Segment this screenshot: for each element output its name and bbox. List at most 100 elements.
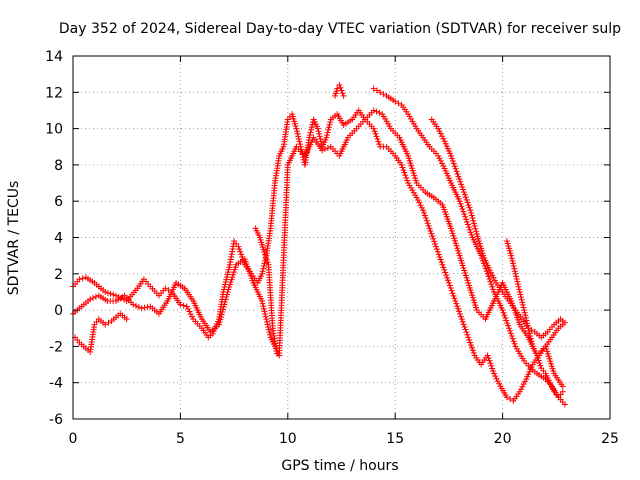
data-point (187, 311, 194, 318)
data-point (135, 304, 142, 311)
data-point (471, 223, 478, 230)
data-point (183, 303, 190, 310)
data-point (473, 228, 480, 235)
data-point (508, 255, 515, 262)
data-point (398, 161, 405, 168)
data-point (340, 92, 347, 99)
data-point (521, 378, 528, 385)
data-point (315, 128, 322, 135)
data-point (425, 222, 432, 229)
data-point (435, 152, 442, 159)
data-point (323, 134, 330, 141)
data-point (434, 248, 441, 255)
data-point (237, 248, 244, 255)
data-point (371, 128, 378, 135)
data-point (262, 313, 269, 320)
data-point (123, 316, 130, 323)
data-point (424, 220, 431, 227)
data-point (426, 225, 433, 232)
data-point (440, 162, 447, 169)
data-point (489, 365, 496, 372)
x-tick-label: 15 (386, 431, 404, 447)
data-point (524, 322, 531, 329)
data-point (188, 313, 195, 320)
chart-title: Day 352 of 2024, Sidereal Day-to-day VTE… (59, 21, 621, 37)
data-point (186, 308, 193, 315)
data-point (435, 125, 442, 132)
data-point (525, 325, 532, 332)
data-point (518, 386, 525, 393)
data-point (462, 326, 469, 333)
data-point (439, 261, 446, 268)
data-point (444, 277, 451, 284)
data-point (470, 349, 477, 356)
data-point (265, 326, 272, 333)
data-point (373, 133, 380, 140)
data-point (460, 321, 467, 328)
data-point (422, 215, 429, 222)
data-point (395, 100, 402, 107)
data-point (482, 265, 489, 272)
data-point (102, 288, 109, 295)
data-point (433, 243, 440, 250)
y-tick-label: 12 (45, 85, 63, 101)
data-point (487, 278, 494, 285)
data-point (294, 130, 301, 137)
data-point (520, 304, 527, 311)
data-point (308, 124, 315, 131)
data-point (259, 268, 266, 275)
data-point (264, 321, 271, 328)
data-point (512, 270, 519, 277)
data-point (499, 307, 506, 314)
data-point (262, 310, 269, 317)
data-point (510, 260, 517, 267)
data-point (450, 160, 457, 167)
data-point (326, 121, 333, 128)
data-point (468, 212, 475, 219)
data-point (327, 119, 334, 126)
data-point (185, 306, 192, 313)
data-point (439, 133, 446, 140)
data-point (417, 202, 424, 209)
data-point (519, 301, 526, 308)
data-point (483, 268, 490, 275)
data-point (324, 129, 331, 136)
data-point (261, 260, 268, 267)
data-point (274, 350, 281, 357)
data-point (509, 257, 516, 264)
data-point (518, 296, 525, 303)
data-point (507, 330, 514, 337)
data-point (236, 246, 243, 253)
data-point (404, 177, 411, 184)
data-point (90, 295, 97, 301)
y-tick-label: -2 (49, 339, 63, 355)
data-point (467, 229, 474, 236)
data-point (259, 298, 266, 305)
data-point (485, 355, 492, 362)
data-point (218, 311, 225, 318)
data-point (511, 265, 518, 272)
data-point (456, 198, 463, 205)
data-point (447, 285, 454, 292)
data-point (372, 130, 379, 137)
data-point (517, 291, 524, 298)
data-point (296, 138, 303, 145)
data-point (455, 173, 462, 180)
data-point (461, 191, 468, 198)
data-point (324, 132, 331, 139)
data-point (533, 352, 540, 359)
data-point (263, 316, 270, 323)
data-point (469, 215, 476, 222)
data-point (515, 283, 522, 290)
data-point (436, 253, 443, 260)
data-point (133, 302, 140, 309)
data-point (457, 313, 464, 320)
data-point (457, 200, 464, 207)
data-point (316, 133, 323, 140)
data-point (501, 312, 508, 319)
data-point (467, 339, 474, 346)
data-point (430, 235, 437, 242)
data-point (448, 152, 455, 159)
data-point (138, 305, 145, 312)
